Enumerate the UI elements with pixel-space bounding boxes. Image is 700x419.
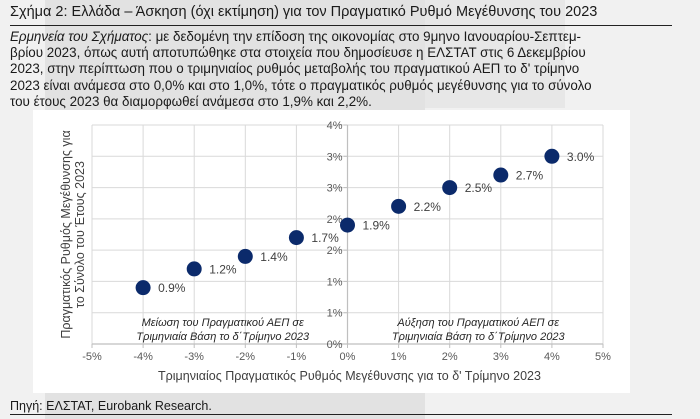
y-axis-title: το Σύνολο του Έτους 2023 [73,161,87,308]
data-label: 1.4% [260,250,288,264]
x-axis-title: Τριμηνιαίος Πραγματικός Ρυθμός Μεγέθυνση… [158,369,541,383]
data-point [237,248,253,264]
data-point [493,167,509,183]
data-label: 1.9% [363,219,391,233]
x-tick-label: -1% [287,351,307,363]
x-tick-label: 0% [340,351,356,363]
explanation-line: βρίου 2023, όπως αυτή αποτυπώθηκε στα στ… [10,45,586,61]
x-tick-label: 2% [442,351,458,363]
x-tick-label: 3% [493,351,509,363]
explanation-line: 2023, στην περίπτωση που ο τριμηνιαίος ρ… [10,61,580,77]
y-tick-label: 1% [327,276,343,288]
data-point [391,198,407,214]
data-point [544,148,560,164]
background-band [425,0,565,108]
data-label: 3.0% [567,150,595,164]
explanation-line: 2023 είναι ανάμεσα στο 0,0% και στο 1,0%… [10,77,592,93]
y-tick-label: 1% [327,308,343,320]
y-tick-label: 2% [327,214,343,226]
x-tick-label: 1% [391,351,407,363]
x-tick-label: 5% [595,351,611,363]
title-divider [10,25,672,26]
figure-title: Σχήμα 2: Ελλάδα – Άσκηση (όχι εκτίμηση) … [10,4,598,20]
y-tick-label: 0% [327,339,343,351]
explanation-lead: Ερμηνεία του Σχήματος [10,29,149,44]
x-tick-label: -3% [184,351,204,363]
data-point [288,230,304,246]
data-label: 1.2% [209,262,237,276]
chart-area [33,110,630,393]
x-tick-label: -2% [236,351,256,363]
figure-explanation: Ερμηνεία του Σχήματος: με δεδομένη την ε… [10,29,650,110]
source-divider [10,414,672,415]
data-label: 0.9% [158,281,186,295]
y-tick-label: 3% [327,183,343,195]
x-tick-label: -5% [82,351,102,363]
source-note: Πηγή: ΕΛΣΤΑΤ, Eurobank Research. [10,399,212,413]
annotation-text: Αύξηση του Πραγματικού ΑΕΠ σε [396,317,559,329]
annotation-text: Τριμηνιαία Βάση το δ΄Τρίμηνο 2023 [136,331,310,343]
annotation-text: Τριμηνιαία Βάση το δ΄Τρίμηνο 2023 [392,331,566,343]
data-label: 2.2% [414,200,442,214]
data-point [340,217,355,233]
x-tick-label: 4% [544,351,560,363]
data-label: 2.7% [516,169,544,183]
explanation-line: : με δεδομένη την επίδοση της οικονομίας… [148,29,582,44]
y-axis-title: Πραγματικός Ρυθμός Μεγέθυνσης για [59,130,73,338]
y-tick-label: 4% [327,120,343,132]
y-tick-label: 2% [327,245,343,257]
annotation-text: Μείωση του Πραγματικού ΑΕΠ σε [142,317,304,329]
explanation-line: του έτους 2023 θα διαμορφωθεί ανάμεσα στ… [10,93,372,109]
x-tick-label: -4% [133,351,153,363]
y-tick-label: 3% [327,151,343,163]
data-label: 1.7% [311,231,339,245]
data-label: 2.5% [465,181,493,195]
data-point [442,180,458,196]
data-point [186,261,202,277]
data-point [135,280,151,296]
